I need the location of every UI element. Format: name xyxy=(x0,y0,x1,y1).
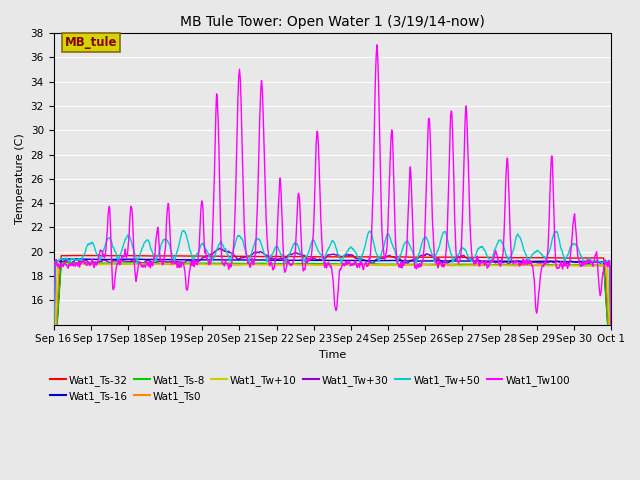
X-axis label: Time: Time xyxy=(319,350,346,360)
Y-axis label: Temperature (C): Temperature (C) xyxy=(15,133,25,224)
Legend: Wat1_Ts-32, Wat1_Ts-16, Wat1_Ts-8, Wat1_Ts0, Wat1_Tw+10, Wat1_Tw+30, Wat1_Tw+50,: Wat1_Ts-32, Wat1_Ts-16, Wat1_Ts-8, Wat1_… xyxy=(46,371,574,406)
Title: MB Tule Tower: Open Water 1 (3/19/14-now): MB Tule Tower: Open Water 1 (3/19/14-now… xyxy=(180,15,484,29)
Text: MB_tule: MB_tule xyxy=(65,36,117,49)
